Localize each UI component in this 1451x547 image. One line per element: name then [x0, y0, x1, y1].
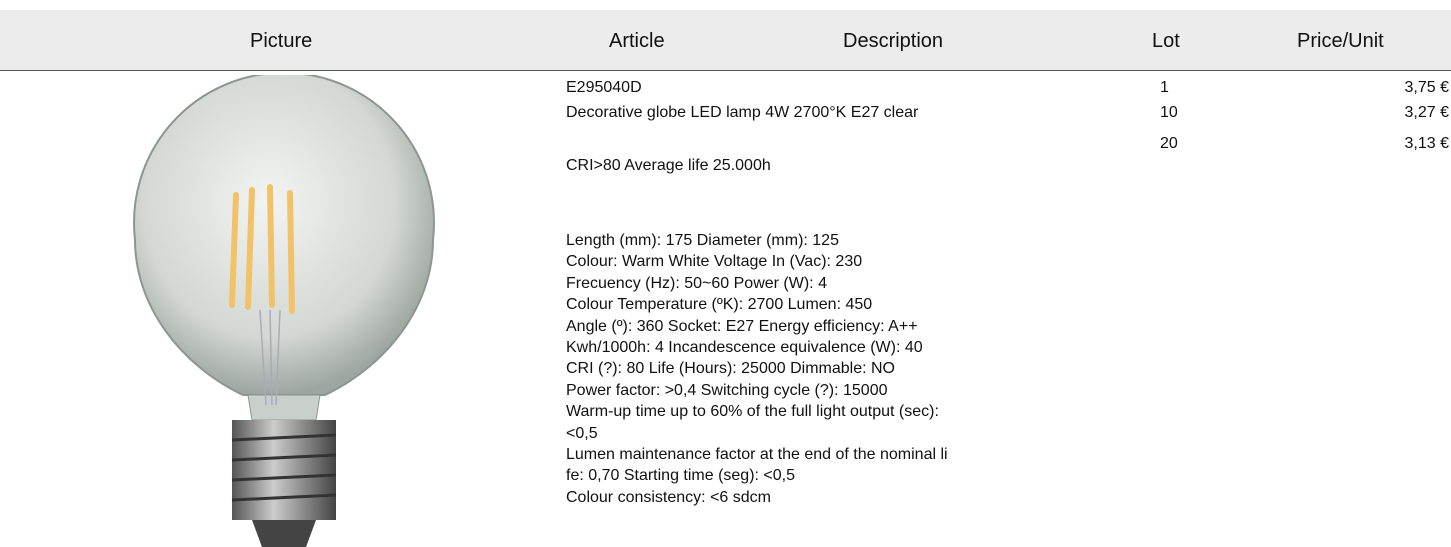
header-price: Price/Unit — [1297, 30, 1384, 53]
header-description: Description — [843, 30, 943, 53]
article-code: E295040D — [566, 77, 642, 98]
lot-value: 1 — [1160, 77, 1169, 98]
detail-line: CRI (?): 80 Life (Hours): 25000 Dimmable… — [566, 358, 948, 379]
price-value: 3,13 € — [1405, 133, 1449, 154]
header-article: Article — [609, 30, 665, 53]
detail-line: Power factor: >0,4 Switching cycle (?): … — [566, 380, 948, 401]
detail-line: Warm-up time up to 60% of the full light… — [566, 401, 948, 422]
detail-line: Colour: Warm White Voltage In (Vac): 230 — [566, 251, 948, 272]
lot-value: 10 — [1160, 102, 1178, 123]
article-summary: CRI>80 Average life 25.000h — [566, 155, 771, 176]
detail-line: Angle (º): 360 Socket: E27 Energy effici… — [566, 316, 948, 337]
detail-line: fe: 0,70 Starting time (seg): <0,5 — [566, 465, 948, 486]
detail-line: Length (mm): 175 Diameter (mm): 125 — [566, 230, 948, 251]
lot-value: 20 — [1160, 133, 1178, 154]
price-value: 3,75 € — [1405, 77, 1449, 98]
detail-line: Kwh/1000h: 4 Incandescence equivalence (… — [566, 337, 948, 358]
detail-line: Colour consistency: <6 sdcm — [566, 487, 948, 508]
header-picture: Picture — [250, 30, 312, 53]
table-header: Picture Article Description Lot Price/Un… — [0, 10, 1451, 71]
detail-line: <0,5 — [566, 423, 948, 444]
detail-line: Colour Temperature (ºK): 2700 Lumen: 450 — [566, 294, 948, 315]
header-lot: Lot — [1152, 30, 1180, 53]
page: Picture Article Description Lot Price/Un… — [0, 0, 1451, 547]
detail-line: Frecuency (Hz): 50~60 Power (W): 4 — [566, 273, 948, 294]
detail-line: Lumen maintenance factor at the end of t… — [566, 444, 948, 465]
price-value: 3,27 € — [1405, 102, 1449, 123]
article-name: Decorative globe LED lamp 4W 2700°K E27 … — [566, 102, 918, 123]
product-image — [120, 75, 450, 547]
